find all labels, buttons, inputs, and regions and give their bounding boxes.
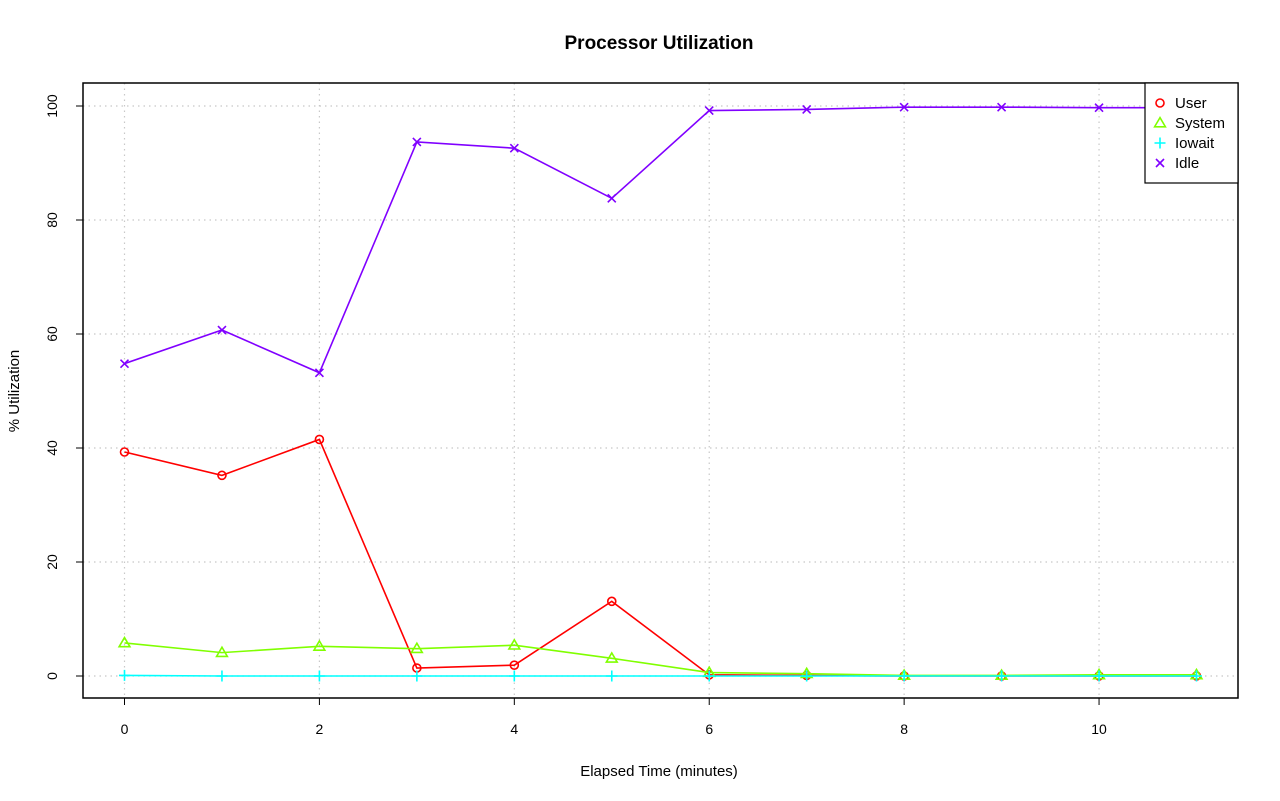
data-point-system: [604, 651, 619, 663]
y-axis-label: % Utilization: [6, 350, 23, 433]
data-point-iowait: [801, 670, 813, 682]
data-point-user: [509, 660, 520, 670]
series-user: [119, 434, 1202, 681]
series-iowait: [119, 669, 1202, 682]
y-tick-label: 60: [44, 326, 60, 342]
data-point-iowait: [1093, 670, 1105, 682]
data-point-idle: [802, 104, 812, 114]
x-axis: 0 2 4 6 8 10: [121, 697, 1107, 737]
x-tick-label: 6: [705, 721, 713, 737]
data-point-idle: [119, 359, 130, 369]
data-point-idle: [217, 325, 227, 335]
data-point-idle: [1094, 103, 1104, 113]
series-layer: [117, 102, 1204, 682]
y-tick-label: 40: [44, 440, 60, 456]
legend-label-idle: Idle: [1175, 155, 1199, 172]
y-tick-label: 20: [44, 554, 60, 570]
x-tick-label: 4: [510, 721, 518, 737]
data-point-idle: [607, 193, 617, 203]
legend-marker-iowait: [1154, 137, 1166, 149]
plot-frame: [82, 82, 1239, 699]
x-axis-label: Elapsed Time (minutes): [580, 763, 738, 780]
data-point-user: [217, 470, 227, 481]
series-line-user: [124, 438, 1197, 677]
y-tick-label: 80: [44, 212, 60, 228]
data-point-system: [117, 635, 132, 648]
x-tick-label: 2: [316, 721, 324, 737]
data-point-idle: [509, 143, 519, 153]
legend-label-user: User: [1175, 95, 1207, 112]
data-point-user: [119, 447, 130, 457]
x-tick-label: 8: [900, 721, 908, 737]
data-point-iowait: [1191, 670, 1202, 682]
data-point-iowait: [216, 670, 228, 682]
series-line-idle: [124, 106, 1197, 374]
data-point-iowait: [898, 670, 910, 682]
data-point-user: [606, 596, 617, 607]
data-point-iowait: [313, 670, 325, 682]
series-idle: [119, 102, 1202, 378]
legend: User System Iowait Idle: [1144, 82, 1239, 184]
series-line-system: [124, 642, 1197, 677]
x-tick-label: 10: [1091, 721, 1107, 737]
legend-marker-system: [1153, 116, 1167, 128]
legend-label-iowait: Iowait: [1175, 135, 1215, 152]
y-tick-label: 0: [44, 672, 60, 680]
data-point-idle: [704, 105, 714, 116]
data-point-iowait: [703, 670, 715, 682]
data-point-idle: [899, 102, 909, 112]
data-point-iowait: [606, 670, 618, 682]
data-point-idle: [997, 102, 1007, 112]
data-point-iowait: [996, 670, 1008, 682]
grid: [83, 83, 1238, 698]
chart-title: Processor Utilization: [565, 33, 754, 54]
data-point-iowait: [508, 670, 520, 682]
legend-label-system: System: [1175, 115, 1225, 132]
series-system: [117, 635, 1204, 681]
y-tick-label: 100: [44, 94, 60, 118]
data-point-system: [312, 639, 327, 651]
data-point-iowait: [119, 669, 130, 681]
legend-marker-user: [1155, 98, 1165, 108]
data-point-idle: [412, 137, 422, 147]
y-axis: 0 20 40 60 80 100: [44, 94, 84, 680]
legend-marker-idle: [1155, 158, 1165, 168]
x-tick-label: 0: [121, 721, 129, 737]
series-line-iowait: [124, 674, 1197, 677]
data-point-system: [507, 638, 522, 650]
data-point-iowait: [411, 670, 423, 682]
data-point-system: [410, 641, 424, 654]
data-point-idle: [314, 368, 324, 378]
data-point-system: [215, 645, 229, 658]
data-point-user: [314, 434, 325, 445]
